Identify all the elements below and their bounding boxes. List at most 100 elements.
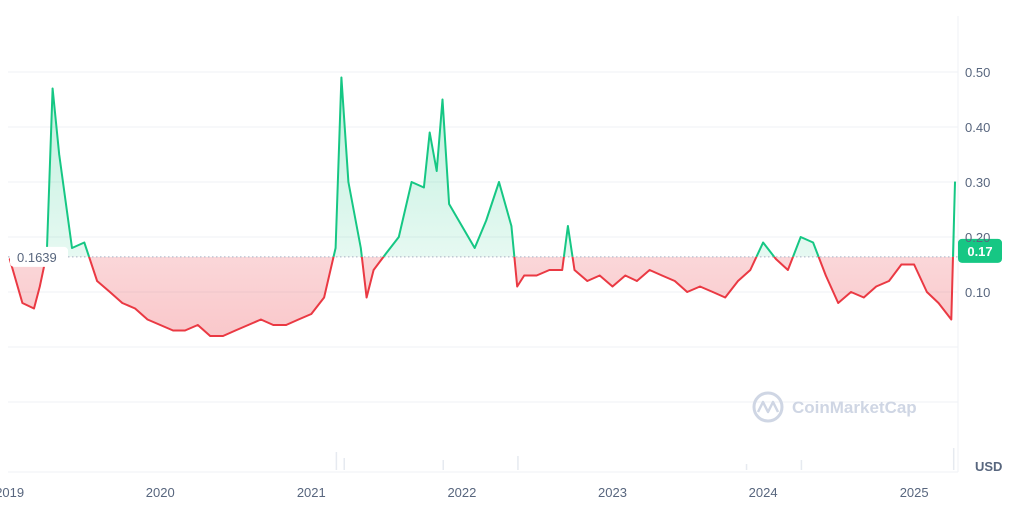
data-point (900, 263, 903, 266)
data-point (209, 335, 211, 337)
x-tick-label: 2024 (749, 485, 778, 500)
baseline-value: 0.1639 (17, 250, 57, 265)
data-point (423, 186, 425, 189)
coinmarketcap-logo-icon (752, 391, 784, 423)
data-point (435, 170, 438, 172)
data-point (334, 247, 337, 249)
data-point (428, 131, 431, 134)
data-point (285, 324, 287, 326)
data-point (197, 324, 199, 326)
x-tick-label: 2022 (447, 485, 476, 500)
data-point (397, 236, 400, 238)
data-point (146, 318, 149, 321)
y-tick-label: 0.40 (965, 120, 990, 135)
data-point (340, 76, 343, 79)
data-point (222, 335, 224, 337)
data-point (510, 225, 513, 227)
data-point (485, 219, 488, 222)
y-tick-label: 0.50 (965, 65, 990, 80)
volume-bar (800, 460, 803, 470)
data-point (410, 181, 413, 183)
data-point (247, 324, 249, 326)
data-point (812, 241, 814, 244)
data-point (561, 269, 563, 271)
data-point (385, 252, 387, 255)
data-point (686, 291, 688, 293)
data-point (762, 241, 764, 244)
data-point (699, 285, 701, 288)
volume-bar (343, 458, 345, 470)
data-point (850, 291, 852, 293)
data-point (598, 274, 601, 277)
data-point (347, 181, 350, 183)
data-point (586, 280, 589, 282)
volume-bars (335, 448, 955, 470)
data-point (787, 269, 789, 271)
price-lines (8, 76, 956, 337)
data-point (926, 291, 928, 293)
data-point (636, 280, 638, 282)
x-tick-label: 2020 (146, 485, 175, 500)
baseline-label: 0.1639 (10, 246, 68, 267)
data-point (96, 280, 98, 282)
currency-unit-label: USD (975, 459, 1002, 474)
data-point (260, 318, 262, 321)
data-point (121, 302, 124, 304)
data-point (799, 236, 802, 238)
data-point (33, 307, 35, 310)
data-point (775, 258, 777, 260)
data-point (498, 181, 500, 183)
data-point (863, 296, 865, 299)
x-axis: 2019 2020 2021 2022 2023 2024 2025 (0, 485, 929, 500)
data-point (310, 313, 313, 315)
data-point (573, 269, 576, 271)
data-point (51, 87, 54, 90)
data-point (516, 285, 518, 288)
coinmarketcap-watermark: CoinMarketCap (752, 391, 917, 423)
data-point (535, 274, 538, 277)
data-point (21, 302, 24, 304)
data-point (372, 269, 375, 271)
data-point (441, 98, 444, 101)
data-point (548, 269, 551, 271)
data-point (38, 285, 41, 288)
data-point (134, 307, 136, 310)
data-point (172, 329, 174, 332)
data-point (611, 285, 614, 288)
data-point (567, 225, 569, 227)
watermark-text: CoinMarketCap (792, 398, 917, 417)
data-point (83, 241, 86, 244)
data-point (724, 296, 726, 299)
current-price-value: 0.17 (967, 244, 992, 259)
x-tick-label: 2021 (297, 485, 326, 500)
data-point (749, 269, 752, 271)
current-price-badge: 0.17 (958, 238, 1002, 263)
area-below-baseline (9, 256, 955, 336)
data-point (234, 329, 237, 332)
data-point (448, 203, 450, 205)
data-point (323, 296, 325, 299)
area-above-baseline (46, 77, 955, 257)
data-point (950, 318, 953, 321)
data-point (875, 285, 877, 288)
data-point (825, 274, 827, 277)
data-point (888, 280, 890, 282)
y-axis: 0.50 0.40 0.30 0.20 0.10 (965, 65, 990, 300)
data-point (523, 274, 526, 277)
data-point (674, 280, 676, 282)
data-point (272, 324, 275, 326)
volume-bar (952, 448, 955, 470)
x-tick-label: 2019 (0, 485, 24, 500)
data-point (473, 247, 476, 249)
data-point (837, 302, 840, 304)
volume-bar (517, 456, 519, 470)
data-point (360, 247, 362, 249)
data-point (913, 263, 915, 266)
data-point (937, 302, 940, 304)
data-point (297, 318, 300, 321)
y-tick-label: 0.30 (965, 175, 990, 190)
data-point (624, 274, 627, 277)
data-point (737, 280, 739, 282)
data-point (648, 269, 651, 271)
